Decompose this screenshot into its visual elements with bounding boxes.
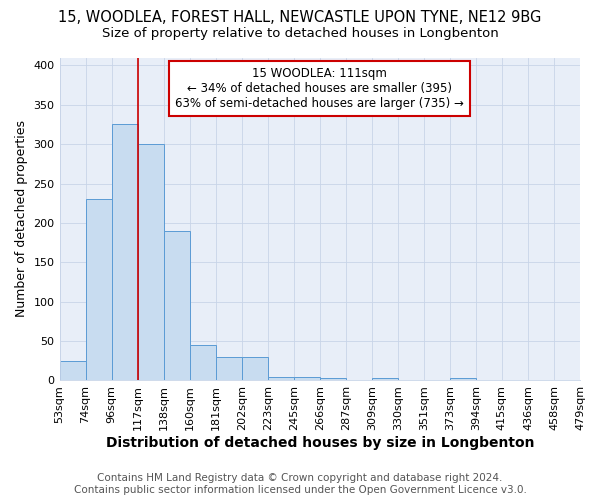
Bar (137, 144, 164, 380)
Text: Contains HM Land Registry data © Crown copyright and database right 2024.
Contai: Contains HM Land Registry data © Crown c… (74, 474, 526, 495)
Bar (164, 231, 190, 380)
Bar (215, 357, 242, 380)
Bar (112, 124, 137, 380)
X-axis label: Distribution of detached houses by size in Longbenton: Distribution of detached houses by size … (106, 436, 534, 450)
Bar (372, 378, 398, 380)
Text: Size of property relative to detached houses in Longbenton: Size of property relative to detached ho… (101, 28, 499, 40)
Bar (86, 200, 112, 380)
Bar (320, 378, 346, 380)
Bar (268, 376, 294, 380)
Text: 15, WOODLEA, FOREST HALL, NEWCASTLE UPON TYNE, NE12 9BG: 15, WOODLEA, FOREST HALL, NEWCASTLE UPON… (58, 10, 542, 25)
Y-axis label: Number of detached properties: Number of detached properties (15, 120, 28, 318)
Bar (450, 378, 476, 380)
Bar (242, 357, 268, 380)
Bar (190, 345, 215, 380)
Bar (294, 376, 320, 380)
Bar (59, 361, 86, 380)
Text: 15 WOODLEA: 111sqm
← 34% of detached houses are smaller (395)
63% of semi-detach: 15 WOODLEA: 111sqm ← 34% of detached hou… (175, 67, 464, 110)
